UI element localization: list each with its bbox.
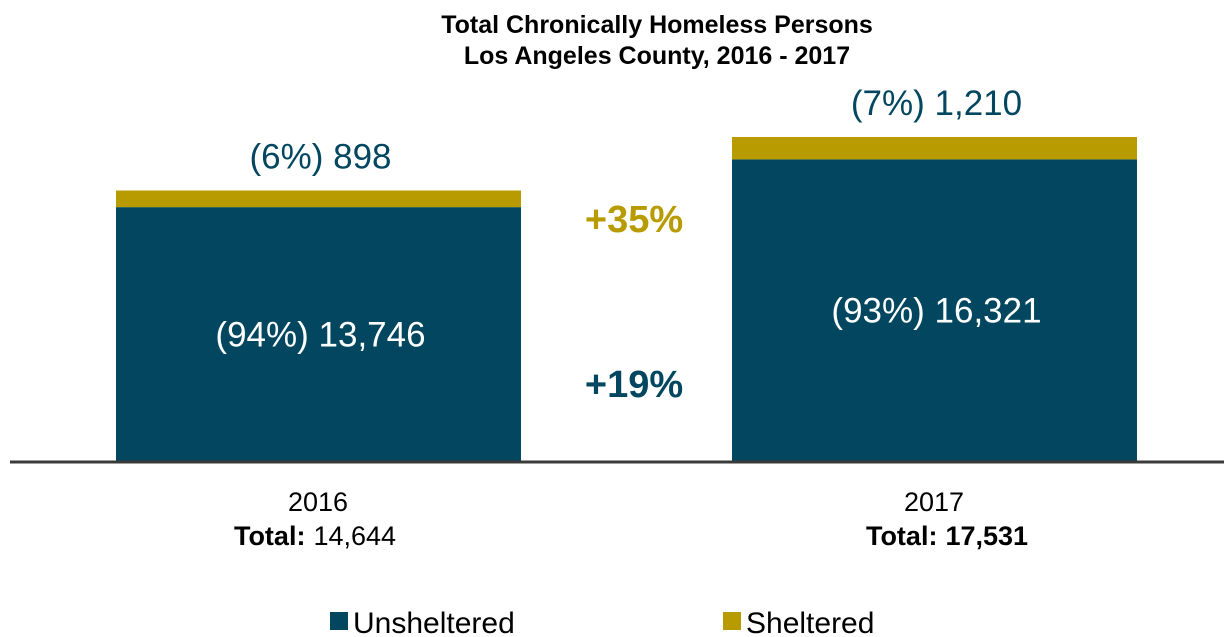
chart-subtitle: Los Angeles County, 2016 - 2017 — [464, 42, 850, 70]
bar-unsheltered-2017 — [732, 159, 1137, 462]
bar-sheltered-2017 — [732, 136, 1137, 160]
change-label-sheltered: +35% — [585, 199, 683, 241]
total-2016-value: 14,644 — [313, 521, 396, 551]
data-label-unsheltered-2016: (94%) 13,746 — [215, 316, 425, 355]
chart-title: Total Chronically Homeless Persons — [441, 11, 873, 39]
data-label-unsheltered-2017: (93%) 16,321 — [831, 292, 1041, 331]
legend-label-unsheltered: Unsheltered — [353, 607, 515, 637]
legend-label-sheltered: Sheltered — [746, 607, 874, 637]
category-label-2016: 2016 — [288, 487, 348, 517]
legend-swatch-unsheltered — [330, 612, 348, 630]
change-label-unsheltered: +19% — [585, 364, 683, 406]
segment-labels-group: (94%) 13,746 (6%) 898 (93%) 16,321 (7%) 1,2… — [215, 84, 1041, 355]
total-2017-label: Total: — [866, 521, 937, 551]
total-2016: Total: 14,644 — [234, 521, 396, 551]
bar-sheltered-2016 — [116, 190, 521, 208]
data-label-sheltered-2017: (7%) 1,210 — [851, 84, 1022, 123]
category-label-2017: 2017 — [904, 487, 964, 517]
total-2017-value: 17,531 — [945, 521, 1028, 551]
total-2017: Total: 17,531 — [866, 521, 1028, 551]
bars-group — [116, 136, 1137, 462]
legend-swatch-sheltered — [723, 612, 741, 630]
bar-unsheltered-2016 — [116, 207, 521, 462]
total-2016-label: Total: — [234, 521, 305, 551]
data-label-sheltered-2016: (6%) 898 — [249, 138, 391, 177]
